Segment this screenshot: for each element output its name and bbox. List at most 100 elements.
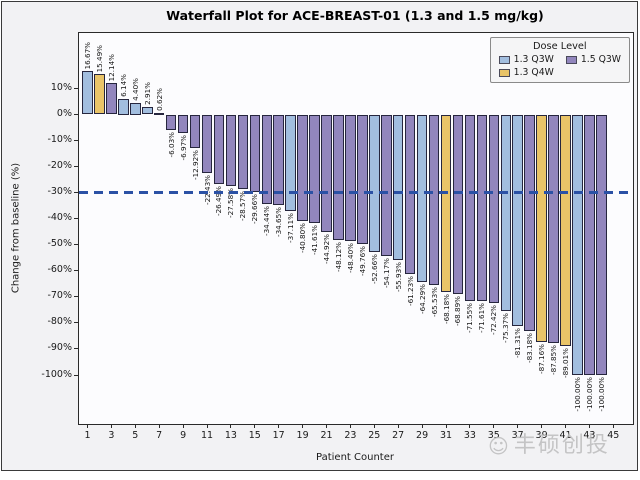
bar-value-label: -100.00% bbox=[584, 377, 594, 412]
x-tick-mark bbox=[421, 424, 423, 428]
bar-value-label: -72.42% bbox=[489, 305, 499, 336]
bar-value-label: -71.55% bbox=[465, 302, 475, 333]
bar-value-label: -34.65% bbox=[274, 206, 284, 237]
bar-patient-1 bbox=[82, 71, 93, 115]
bar-patient-19 bbox=[297, 114, 308, 221]
bar-patient-34 bbox=[476, 114, 488, 301]
x-tick-label: 35 bbox=[487, 430, 500, 441]
bar-value-label: -44.92% bbox=[322, 233, 331, 264]
smiley-face-icon: ☺ bbox=[488, 434, 509, 458]
bar-patient-13 bbox=[225, 114, 237, 187]
bar-patient-24 bbox=[357, 114, 368, 245]
bar-patient-10 bbox=[189, 114, 201, 149]
y-tick-label: -20% bbox=[47, 160, 72, 172]
bar-patient-4 bbox=[118, 98, 129, 115]
legend-items: 1.3 Q3W 1.5 Q3W 1.3 Q4W bbox=[498, 54, 621, 78]
legend-swatch-13q4w bbox=[498, 68, 510, 77]
x-axis-label: Patient Counter bbox=[316, 452, 394, 463]
x-tick-mark bbox=[469, 424, 471, 428]
bar-patient-30 bbox=[428, 114, 440, 286]
bar-value-label: -61.23% bbox=[405, 276, 415, 306]
x-tick-label: 43 bbox=[583, 430, 596, 441]
x-tick-label: 37 bbox=[511, 430, 524, 441]
bar-value-label: -6.03% bbox=[166, 132, 176, 158]
legend-item-13q3w: 1.3 Q3W bbox=[498, 54, 554, 65]
bar-value-label: -41.61% bbox=[310, 224, 319, 255]
x-tick-mark bbox=[182, 424, 184, 428]
bar-patient-11 bbox=[201, 114, 213, 173]
bar-patient-43 bbox=[584, 114, 595, 375]
y-tick-label: 0% bbox=[56, 108, 72, 119]
x-tick-mark bbox=[230, 424, 232, 428]
x-tick-label: 45 bbox=[607, 430, 620, 441]
bar-patient-44 bbox=[596, 114, 607, 375]
chart-title: Waterfall Plot for ACE-BREAST-01 (1.3 an… bbox=[166, 8, 544, 23]
x-tick-label: 23 bbox=[344, 430, 357, 441]
x-tick-mark bbox=[517, 424, 519, 428]
bar-value-label: -28.57% bbox=[238, 190, 248, 221]
bar-value-label: 4.40% bbox=[130, 78, 140, 101]
bar-value-label: -65.53% bbox=[429, 287, 439, 318]
x-tick-label: 19 bbox=[296, 430, 309, 441]
y-tick-label: -40% bbox=[47, 212, 72, 224]
x-tick-mark bbox=[158, 424, 160, 428]
x-tick-mark bbox=[134, 424, 136, 428]
x-tick-mark bbox=[373, 424, 375, 428]
bar-patient-12 bbox=[213, 114, 225, 184]
bar-patient-29 bbox=[416, 114, 428, 282]
bar-patient-36 bbox=[500, 114, 511, 311]
x-tick-label: 1 bbox=[84, 430, 91, 441]
bar-patient-32 bbox=[452, 114, 464, 294]
x-tick-mark bbox=[541, 424, 543, 428]
bar-value-label: -6.97% bbox=[178, 134, 188, 161]
bar-patient-20 bbox=[309, 114, 320, 223]
bar-value-label: -55.93% bbox=[393, 262, 403, 293]
y-tick-mark bbox=[74, 218, 79, 220]
y-tick-label: -60% bbox=[47, 264, 72, 276]
bar-patient-18 bbox=[285, 114, 296, 212]
x-tick-mark bbox=[110, 424, 112, 428]
y-tick-mark bbox=[74, 296, 79, 298]
x-tick-label: 21 bbox=[320, 430, 333, 441]
bar-value-label: 16.67% bbox=[83, 41, 92, 70]
x-tick-label: 7 bbox=[156, 430, 163, 441]
y-tick-label: -50% bbox=[47, 238, 72, 250]
bar-value-label: -64.29% bbox=[417, 284, 427, 314]
x-tick-label: 17 bbox=[272, 430, 285, 441]
bar-patient-9 bbox=[177, 114, 189, 133]
x-tick-label: 9 bbox=[180, 430, 187, 441]
bar-value-label: -49.76% bbox=[357, 246, 367, 277]
bar-value-label: -52.66% bbox=[369, 253, 379, 284]
y-axis-label: Change from baseline (%) bbox=[10, 162, 22, 294]
x-tick-mark bbox=[445, 424, 447, 428]
x-tick-mark bbox=[302, 424, 304, 428]
y-tick-label: -30% bbox=[47, 186, 72, 198]
bar-patient-26 bbox=[381, 114, 392, 256]
bar-value-label: 6.14% bbox=[118, 73, 128, 97]
bar-value-label: -75.37% bbox=[501, 312, 511, 343]
bar-value-label: -68.89% bbox=[453, 296, 463, 326]
bar-value-label: 12.14% bbox=[106, 53, 116, 81]
bar-value-label: -87.16% bbox=[537, 343, 547, 374]
bar-patient-6 bbox=[142, 106, 153, 115]
watermark: ☺ 丰硕创投 bbox=[488, 434, 610, 458]
bar-value-label: -40.80% bbox=[298, 222, 308, 253]
bar-patient-22 bbox=[333, 114, 344, 240]
y-tick-label: -90% bbox=[47, 342, 72, 354]
x-tick-label: 27 bbox=[392, 430, 405, 441]
x-tick-label: 41 bbox=[559, 430, 572, 441]
y-tick-mark bbox=[74, 114, 79, 116]
bar-patient-38 bbox=[524, 114, 535, 332]
y-tick-label: 10% bbox=[50, 82, 72, 93]
legend-label-13q3w: 1.3 Q3W bbox=[513, 54, 554, 65]
bar-value-label: -54.17% bbox=[381, 257, 391, 288]
bar-value-label: -29.66% bbox=[250, 193, 260, 224]
bar-value-label: -100.00% bbox=[596, 377, 606, 412]
legend-swatch-15q3w bbox=[565, 55, 577, 64]
x-tick-label: 15 bbox=[248, 430, 261, 441]
figure-frame: Waterfall Plot for ACE-BREAST-01 (1.3 an… bbox=[1, 1, 638, 471]
bar-patient-37 bbox=[512, 114, 523, 327]
bar-patient-3 bbox=[106, 82, 117, 115]
y-tick-mark bbox=[74, 192, 79, 194]
legend: Dose Level 1.3 Q3W 1.5 Q3W 1.3 Q4W bbox=[489, 37, 630, 83]
